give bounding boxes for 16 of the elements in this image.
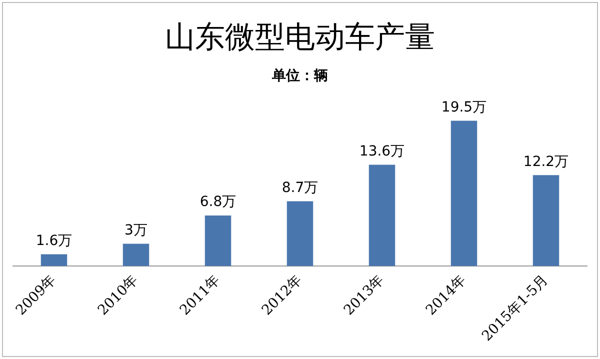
chart-subtitle: 单位：辆 — [271, 67, 329, 85]
data-label: 19.5万 — [441, 99, 487, 116]
data-label: 6.8万 — [200, 194, 236, 210]
bar — [450, 120, 478, 266]
bar — [286, 201, 314, 266]
bar — [368, 164, 396, 266]
bar — [204, 215, 232, 266]
bar — [40, 254, 68, 266]
data-label: 12.2万 — [523, 154, 569, 170]
data-label: 3万 — [124, 222, 148, 238]
bar — [122, 244, 150, 266]
data-label: 1.6万 — [36, 232, 72, 249]
bar — [532, 175, 560, 266]
chart-title: 山东微型电动车产量 — [164, 19, 436, 57]
data-label: 13.6万 — [359, 143, 405, 160]
data-label: 8.7万 — [282, 180, 318, 196]
